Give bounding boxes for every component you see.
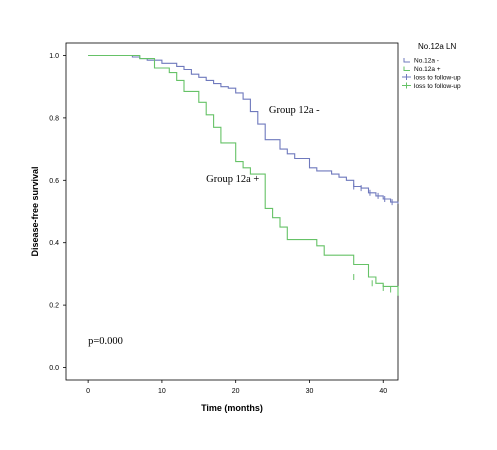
x-axis-title: Time (months) [201, 403, 263, 413]
legend-swatch [403, 58, 410, 63]
x-tick-label: 30 [306, 388, 314, 395]
legend-title: No.12a LN [418, 42, 456, 51]
series-layer [88, 54, 399, 296]
y-tick-label: 0.8 [49, 115, 59, 122]
survival-curve-positive [88, 54, 399, 296]
y-tick-label: 0.4 [49, 240, 59, 247]
x-tick-label: 0 [86, 388, 90, 395]
y-tick-label: 0.6 [49, 178, 59, 185]
legend-label: loss to follow-up [414, 75, 461, 82]
plot-area [65, 42, 399, 381]
legend-label: No.12a - [414, 58, 439, 65]
x-tick-label: 10 [158, 388, 166, 395]
legend-item: loss to follow-up [402, 82, 461, 90]
annotations: Group 12a - Group 12a + p=0.000 [88, 105, 320, 347]
legend-item: No.12a + [403, 66, 441, 73]
x-tick-label: 20 [232, 388, 240, 395]
y-tick-label: 1.0 [49, 53, 59, 60]
legend-item: No.12a - [403, 58, 439, 65]
y-tick-label: 0.2 [49, 303, 59, 310]
annotation-label: p=0.000 [88, 336, 123, 347]
plot-border [65, 42, 399, 381]
annotation-label: Group 12a + [206, 174, 259, 185]
legend-item: loss to follow-up [402, 74, 461, 82]
y-tick-label: 0.0 [49, 365, 59, 372]
annotation-label: Group 12a - [269, 105, 320, 116]
y-axis: 0.0 0.2 0.4 0.6 0.8 1.0 [49, 53, 66, 372]
x-axis: 0 10 20 30 40 [86, 380, 387, 395]
legend-label: No.12a + [414, 66, 441, 73]
legend-label: loss to follow-up [414, 83, 461, 90]
y-axis-title: Disease-free survival [30, 166, 40, 256]
x-tick-label: 40 [379, 388, 387, 395]
legend: No.12a LN No.12a -No.12a + loss to follow… [402, 42, 461, 90]
legend-swatch [403, 66, 410, 71]
